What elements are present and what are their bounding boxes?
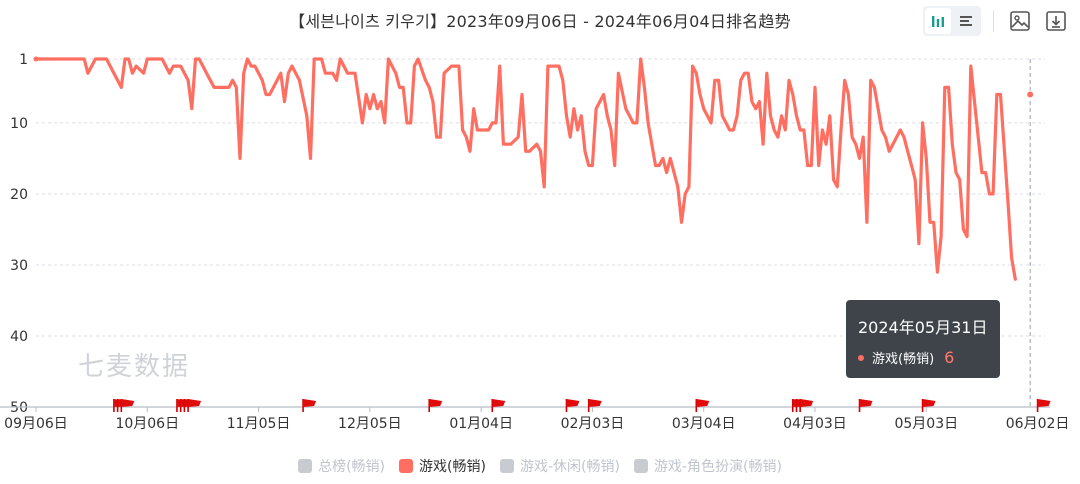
event-flag bbox=[588, 399, 602, 407]
legend-item-games[interactable]: 游戏(畅销) bbox=[399, 456, 486, 476]
x-tick-label: 03月04日 bbox=[672, 416, 736, 432]
image-icon bbox=[1010, 11, 1030, 31]
x-tick-label: 11月05日 bbox=[227, 416, 291, 432]
legend-swatch bbox=[633, 459, 648, 473]
chart-legend: 总榜(畅销) 游戏(畅销) 游戏-休闲(畅销) 游戏-角色扮演(畅销) bbox=[0, 456, 1080, 476]
x-tick-label: 04月03日 bbox=[783, 416, 847, 432]
event-flag bbox=[1037, 399, 1051, 407]
event-flag bbox=[188, 399, 202, 407]
bar-chart-icon bbox=[932, 16, 944, 27]
chart-tooltip: 2024年05月31日 游戏(畅销) 6 bbox=[846, 300, 1000, 378]
x-tick-label: 05月03日 bbox=[894, 416, 958, 432]
chart-title: 【세븐나이츠 키우기】2023年09月06日 - 2024年06月04日排名趋势 bbox=[289, 12, 791, 31]
legend-swatch bbox=[499, 459, 514, 473]
x-tick-label: 01月04日 bbox=[449, 416, 513, 432]
event-flag bbox=[800, 399, 814, 407]
y-tick-label: 50 bbox=[10, 400, 28, 416]
y-tick-label: 1 bbox=[19, 52, 28, 68]
series-line bbox=[34, 57, 1017, 281]
legend-swatch bbox=[298, 459, 313, 473]
tooltip-series-dot bbox=[858, 354, 864, 361]
legend-label: 总榜(畅销) bbox=[318, 459, 386, 475]
y-tick-label: 20 bbox=[10, 187, 28, 203]
watermark: 七麦数据 bbox=[78, 352, 191, 382]
event-flag bbox=[922, 399, 936, 407]
event-flag bbox=[303, 399, 317, 407]
x-tick-label: 12月05日 bbox=[338, 416, 402, 432]
save-image-button[interactable] bbox=[1006, 7, 1034, 35]
legend-label: 游戏-角色扮演(畅销) bbox=[653, 459, 782, 475]
legend-item-games-rpg[interactable]: 游戏-角色扮演(畅销) bbox=[633, 456, 782, 476]
event-flag bbox=[492, 399, 506, 407]
event-flag bbox=[566, 399, 580, 407]
download-icon bbox=[1046, 11, 1066, 31]
legend-item-overall[interactable]: 总榜(畅销) bbox=[298, 456, 385, 476]
y-tick-label: 40 bbox=[10, 329, 28, 345]
x-tick-label: 10月06日 bbox=[115, 416, 179, 432]
list-icon bbox=[960, 16, 972, 26]
x-tick-label: 06月02日 bbox=[1006, 416, 1070, 432]
download-button[interactable] bbox=[1042, 7, 1070, 35]
tooltip-row: 游戏(畅销) 6 bbox=[858, 348, 988, 367]
legend-label: 游戏-休闲(畅销) bbox=[519, 459, 620, 475]
event-flag bbox=[696, 399, 710, 407]
y-tick-label: 30 bbox=[10, 258, 28, 274]
legend-item-games-casual[interactable]: 游戏-休闲(畅销) bbox=[499, 456, 620, 476]
chart-toolbar bbox=[923, 6, 1070, 36]
x-tick-label: 02月03日 bbox=[561, 416, 625, 432]
tooltip-series-name: 游戏(畅销) bbox=[872, 352, 935, 367]
tooltip-date: 2024年05月31日 bbox=[858, 318, 988, 337]
view-toggle-group bbox=[923, 6, 981, 36]
y-tick-label: 10 bbox=[10, 116, 28, 132]
toolbar-divider bbox=[993, 10, 994, 32]
tooltip-value: 6 bbox=[944, 348, 955, 367]
event-flag bbox=[121, 399, 135, 407]
legend-label: 游戏(畅销) bbox=[419, 459, 486, 475]
event-flag bbox=[859, 399, 873, 407]
series-start-point bbox=[33, 56, 39, 62]
table-view-button[interactable] bbox=[953, 8, 979, 34]
highlight-point bbox=[1026, 90, 1035, 99]
event-flag bbox=[429, 399, 443, 407]
chart-view-button[interactable] bbox=[925, 8, 951, 34]
x-tick-label: 09月06日 bbox=[4, 416, 68, 432]
legend-swatch bbox=[399, 459, 414, 473]
